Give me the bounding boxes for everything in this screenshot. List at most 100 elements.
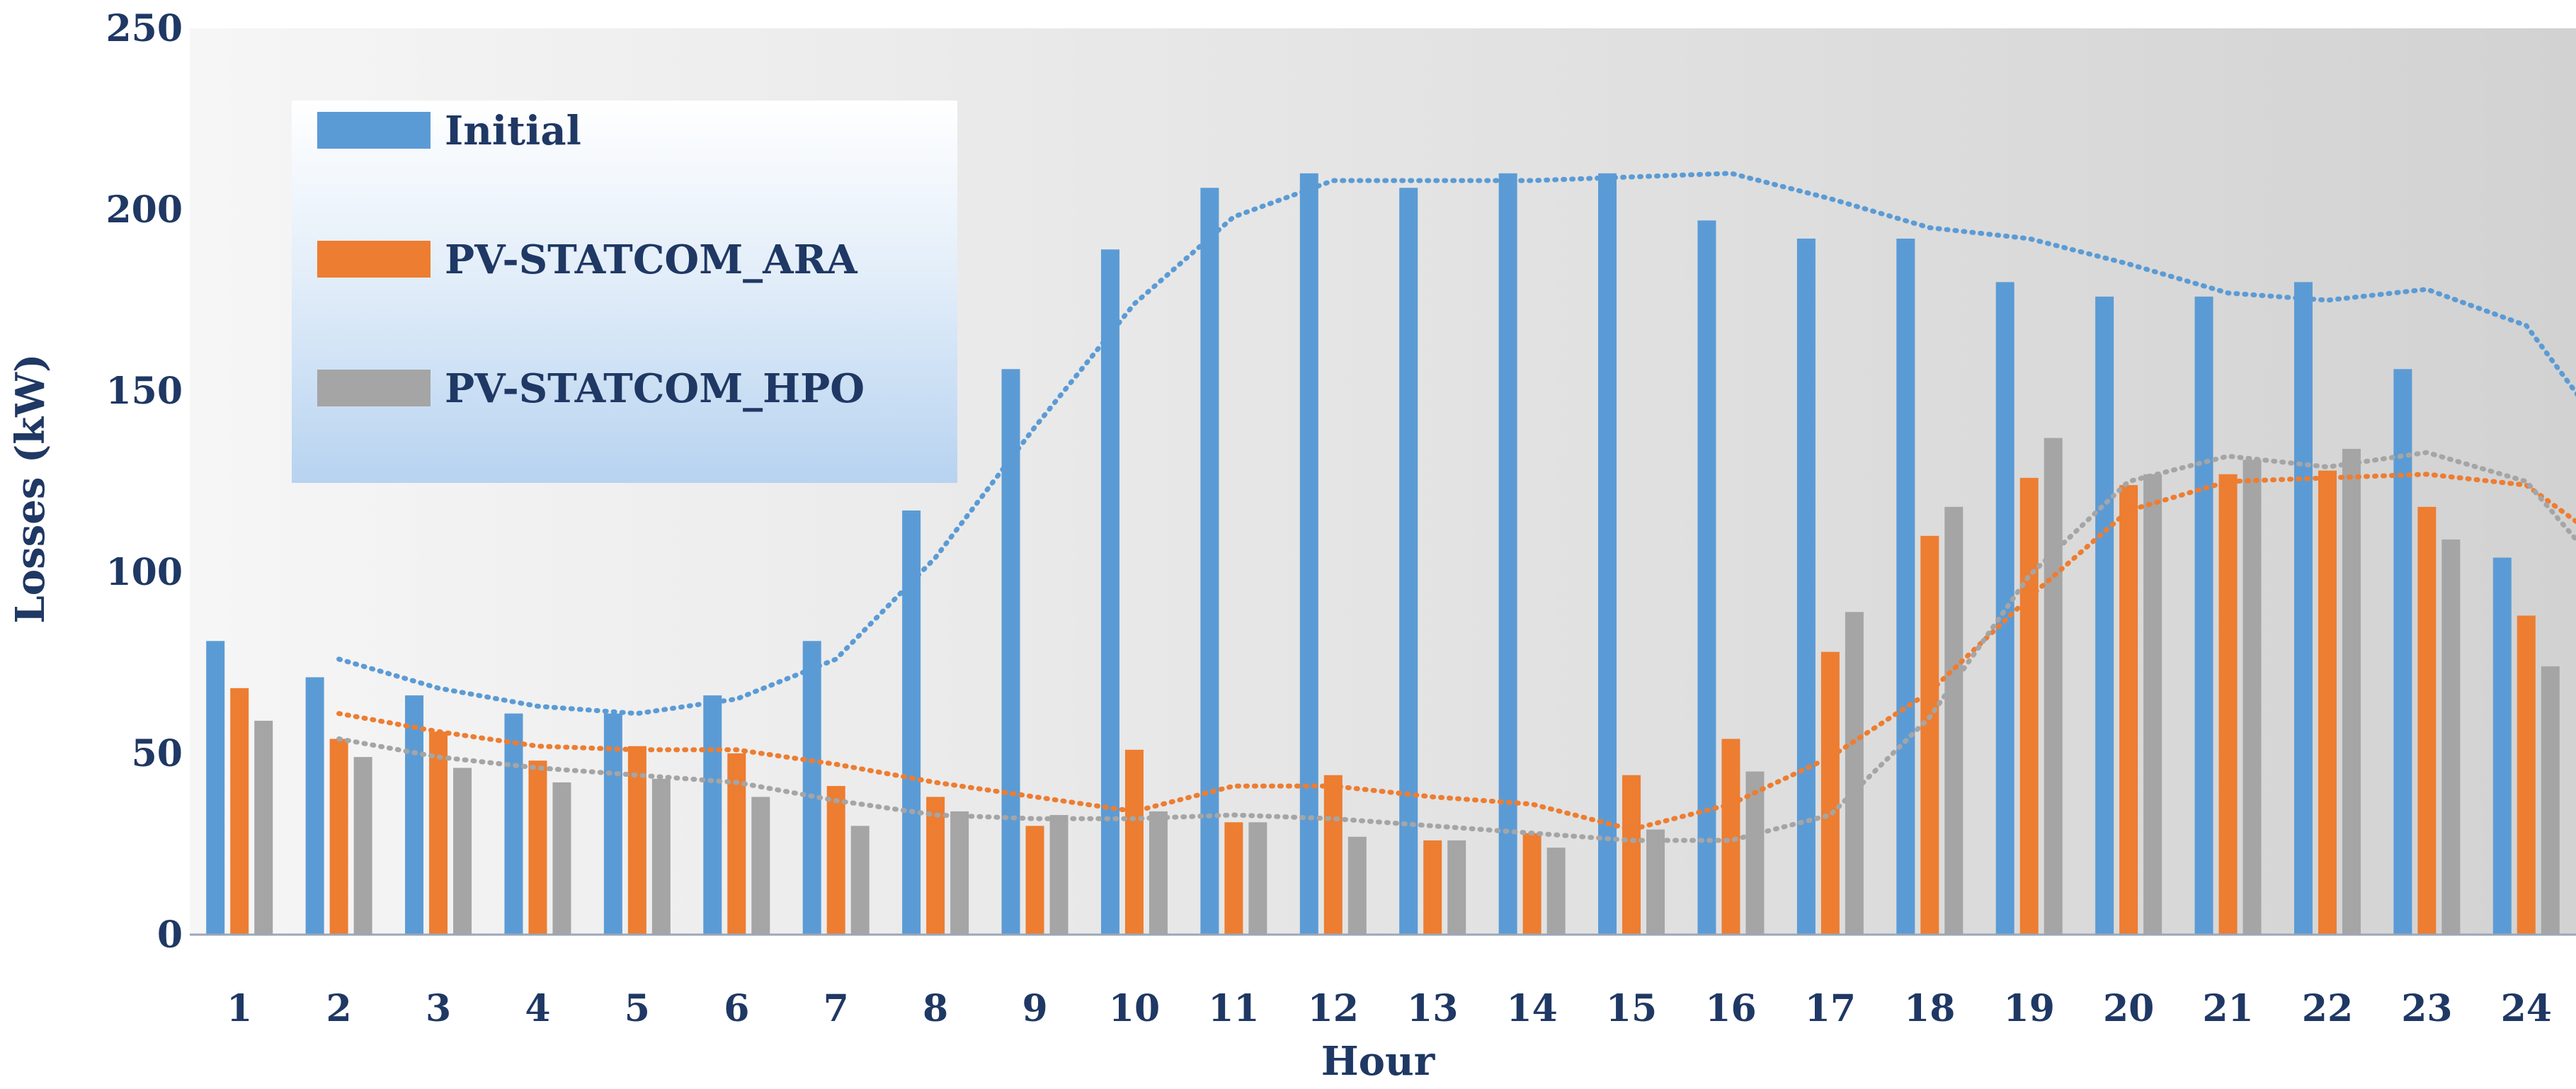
legend-swatch-initial [317,112,431,149]
legend: Initial PV-STATCOM_ARA PV-STATCOM_HPO [292,101,957,483]
trendline-initial [336,171,2576,717]
bar-initial-hour-3 [405,695,424,935]
x-tick-label-9: 9 [1022,987,1047,1030]
y-axis-ticks: 0 50 100 150 200 250 [106,7,183,957]
bar-initial-hour-12 [1299,173,1318,935]
bar-pv-statcom-ara-hour-1 [230,688,249,935]
x-tick-label-2: 2 [326,987,352,1030]
x-tick-label-23: 23 [2401,987,2452,1030]
bar-initial-hour-22 [2293,282,2313,935]
bar-initial-hour-20 [2095,296,2114,935]
bar-pv-statcom-ara-hour-23 [2417,506,2437,935]
bar-pv-statcom-hpo-hour-18 [1944,506,1964,935]
bar-initial-hour-23 [2393,369,2412,935]
bar-pv-statcom-hpo-hour-14 [1546,848,1566,935]
legend-label-initial: Initial [445,108,581,154]
legend-swatch-hpo [317,370,431,406]
bar-pv-statcom-hpo-hour-15 [1646,829,1665,935]
bar-pv-statcom-hpo-hour-2 [353,757,372,935]
x-tick-label-4: 4 [525,987,550,1030]
bar-pv-statcom-ara-hour-10 [1124,749,1144,935]
x-tick-label-5: 5 [625,987,650,1030]
bar-pv-statcom-hpo-hour-16 [1745,771,1765,935]
bar-pv-statcom-ara-hour-3 [429,731,448,935]
bar-pv-statcom-hpo-hour-19 [2044,438,2063,935]
legend-box [292,101,957,483]
bar-pv-statcom-hpo-hour-20 [2143,474,2162,935]
x-tick-label-16: 16 [1705,987,1756,1030]
bar-initial-hour-4 [504,713,523,935]
bar-pv-statcom-ara-hour-20 [2119,485,2138,935]
bar-pv-statcom-hpo-hour-7 [850,826,870,935]
x-tick-label-21: 21 [2202,987,2253,1030]
bar-initial-hour-7 [802,641,821,935]
y-tick-label-250: 250 [106,7,183,50]
bar-initial-hour-11 [1200,188,1219,935]
y-tick-label-0: 0 [157,913,183,957]
bar-pv-statcom-ara-hour-16 [1721,739,1740,935]
x-tick-label-17: 17 [1805,987,1856,1030]
x-tick-label-13: 13 [1407,987,1458,1030]
bar-pv-statcom-hpo-hour-9 [1049,815,1068,935]
legend-label-ara: PV-STATCOM_ARA [445,236,858,283]
x-tick-label-7: 7 [823,987,849,1030]
x-tick-label-3: 3 [426,987,451,1030]
bar-pv-statcom-ara-hour-11 [1224,822,1243,935]
bar-initial-hour-21 [2194,296,2213,935]
trendline-pv-statcom-ara [336,472,2576,833]
bar-initial-hour-2 [305,677,324,935]
bar-pv-statcom-ara-hour-14 [1522,833,1541,935]
x-tick-label-15: 15 [1606,987,1657,1030]
bar-pv-statcom-hpo-hour-21 [2242,460,2262,935]
bar-pv-statcom-ara-hour-4 [528,760,547,935]
x-tick-label-20: 20 [2103,987,2154,1030]
x-tick-label-14: 14 [1506,987,1557,1030]
bar-pv-statcom-hpo-hour-23 [2441,539,2461,935]
bar-pv-statcom-hpo-hour-10 [1149,811,1168,935]
x-tick-label-24: 24 [2501,987,2552,1030]
bar-pv-statcom-hpo-hour-24 [2541,666,2560,935]
bar-pv-statcom-ara-hour-21 [2218,474,2238,935]
bar-pv-statcom-ara-hour-17 [1820,651,1840,935]
bar-pv-statcom-ara-hour-2 [329,739,348,935]
bar-initial-hour-13 [1399,188,1418,935]
bar-pv-statcom-ara-hour-24 [2517,615,2536,935]
bar-initial-hour-17 [1796,238,1816,935]
y-tick-label-150: 150 [106,370,183,413]
bar-initial-hour-24 [2492,557,2512,935]
trendline-pv-statcom-hpo [336,450,2576,843]
bar-pv-statcom-hpo-hour-11 [1248,822,1267,935]
bar-initial-hour-15 [1598,173,1617,935]
bar-pv-statcom-ara-hour-7 [826,786,845,935]
bar-pv-statcom-ara-hour-12 [1323,775,1343,935]
bar-pv-statcom-hpo-hour-12 [1347,836,1367,935]
trendlines [336,171,2576,843]
bar-initial-hour-9 [1001,369,1020,935]
bar-pv-statcom-ara-hour-22 [2318,470,2337,935]
legend-swatch-ara [317,241,431,278]
bar-initial-hour-6 [703,695,722,935]
bar-initial-hour-1 [206,641,225,935]
bar-pv-statcom-hpo-hour-8 [950,811,969,935]
x-tick-label-1: 1 [227,987,252,1030]
bar-pv-statcom-hpo-hour-4 [552,782,571,935]
bar-pv-statcom-hpo-hour-6 [751,797,770,935]
bar-pv-statcom-ara-hour-19 [2019,477,2039,935]
bar-initial-hour-10 [1100,249,1119,935]
y-tick-label-200: 200 [106,188,183,232]
bar-pv-statcom-ara-hour-18 [1920,535,1939,935]
x-tick-label-6: 6 [724,987,749,1030]
y-axis-title: Losses (kW) [7,353,54,623]
x-tick-label-12: 12 [1308,987,1359,1030]
bar-pv-statcom-ara-hour-9 [1025,826,1044,935]
x-tick-label-8: 8 [923,987,948,1030]
x-tick-label-22: 22 [2302,987,2353,1030]
bar-initial-hour-19 [1995,282,2014,935]
legend-label-hpo: PV-STATCOM_HPO [445,365,865,412]
x-axis-title: Hour [1321,1038,1436,1085]
y-tick-label-50: 50 [132,732,183,775]
bar-pv-statcom-ara-hour-8 [926,797,945,935]
bar-pv-statcom-hpo-hour-17 [1845,612,1864,935]
